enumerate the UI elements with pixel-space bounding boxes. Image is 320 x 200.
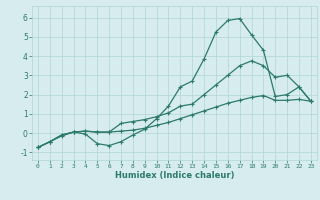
X-axis label: Humidex (Indice chaleur): Humidex (Indice chaleur) xyxy=(115,171,234,180)
